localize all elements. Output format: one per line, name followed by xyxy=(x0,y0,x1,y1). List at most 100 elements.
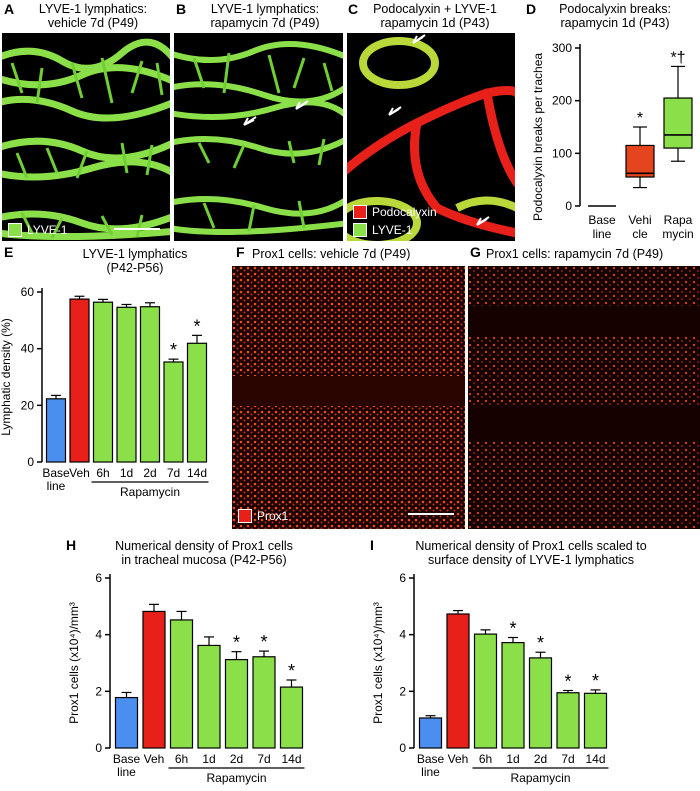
title-line: surface density of LYVE-1 lymphatics xyxy=(427,553,635,567)
x-tick-label: line xyxy=(47,479,66,493)
bar xyxy=(92,301,114,463)
x-tick-label: 7d xyxy=(167,466,180,480)
panel-title: Numerical density of Prox1 cells in trac… xyxy=(84,539,324,567)
y-tick-label: 4 xyxy=(399,628,406,642)
micrograph-lyve1-rapamycin xyxy=(174,33,343,241)
lyve1-network-image xyxy=(2,38,170,241)
micrograph-prox1-rapamycin xyxy=(468,266,700,529)
legend-swatch xyxy=(238,509,252,523)
x-tick-label: Veh xyxy=(448,752,469,766)
title-line: vehicle 7d (P49) xyxy=(47,16,139,30)
y-axis-label: Prox1 cells (x10⁴)/mm³ xyxy=(371,602,385,724)
bar xyxy=(116,306,137,463)
panel-letter: F xyxy=(236,244,245,260)
bar xyxy=(114,696,139,749)
bar xyxy=(556,692,580,749)
title-line: LYVE-1 lymphatics: xyxy=(210,2,320,16)
x-tick-label: mycin xyxy=(662,227,693,241)
bar xyxy=(501,641,525,749)
bar xyxy=(169,619,194,749)
x-tick-label: 2d xyxy=(534,752,547,766)
panel-title: Numerical density of Prox1 cells scaled … xyxy=(386,539,676,567)
x-tick-label: 7d xyxy=(561,752,574,766)
x-tick-label: Base xyxy=(113,752,141,766)
panel-title: LYVE-1 lymphatics (P42-P56) xyxy=(50,247,220,275)
panel-title: Prox1 cells: vehicle 7d (P49) xyxy=(252,247,411,261)
x-tick-label: Vehi xyxy=(628,213,651,227)
legend-swatch xyxy=(8,223,22,237)
title-line: in tracheal mucosa (P42-P56) xyxy=(121,553,287,567)
y-tick-label: 100 xyxy=(552,146,572,160)
x-tick-label: 7d xyxy=(257,752,270,766)
scale-bar xyxy=(408,513,454,515)
y-tick-label: 60 xyxy=(21,285,35,299)
bar xyxy=(224,658,249,749)
legend-podocalyxin: Podocalyxin xyxy=(353,205,437,219)
legend-label: LYVE-1 xyxy=(372,223,413,237)
bar xyxy=(69,298,90,463)
x-tick-label: 2d xyxy=(143,466,156,480)
panel-letter: G xyxy=(470,244,481,260)
legend-label: Podocalyxin xyxy=(372,205,437,219)
significance-star: * xyxy=(170,340,177,360)
x-tick-label: Base xyxy=(588,213,616,227)
y-tick-label: 6 xyxy=(399,571,406,585)
bar xyxy=(473,633,498,749)
significance-star: * xyxy=(592,671,599,691)
prox1-cells-image xyxy=(232,266,465,529)
bar xyxy=(252,656,276,749)
x-tick-label: line xyxy=(593,227,612,241)
legend-label: LYVE-1 xyxy=(27,223,68,237)
significance-star: * xyxy=(233,633,240,653)
prox1-cells-image xyxy=(468,266,700,529)
significance-star: * xyxy=(260,632,267,652)
x-tick-label: 1d xyxy=(202,752,215,766)
box xyxy=(625,144,655,178)
x-tick-label: 1d xyxy=(120,466,133,480)
bar xyxy=(279,686,304,749)
group-label: Rapamycin xyxy=(206,771,266,785)
x-tick-label: cle xyxy=(632,227,648,241)
x-tick-label: line xyxy=(117,765,136,779)
y-tick-label: 300 xyxy=(552,41,572,55)
y-axis-label: Prox1 cells (x10⁴)/mm³ xyxy=(67,602,81,724)
micrograph-podocalyxin-lyve1: Podocalyxin LYVE-1 xyxy=(347,33,515,241)
group-label: Rapamycin xyxy=(120,485,180,499)
panel-title: Podocalyxin + LYVE-1 rapamycin 1d (P43) xyxy=(360,2,510,30)
y-axis-label: Lymphatic density (%) xyxy=(0,318,13,436)
y-tick-label: 0 xyxy=(399,741,406,755)
micrograph-prox1-vehicle: Prox1 xyxy=(232,266,465,529)
panel-letter: C xyxy=(348,1,359,17)
x-tick-label: Veh xyxy=(69,466,90,480)
legend-lyve1: LYVE-1 xyxy=(8,223,67,237)
title-line: LYVE-1 lymphatics xyxy=(82,247,188,261)
x-tick-label: Base xyxy=(417,752,445,766)
y-tick-label: 200 xyxy=(552,94,572,108)
scale-bar xyxy=(114,228,160,230)
bar xyxy=(163,361,184,463)
panel-letter: B xyxy=(176,1,187,17)
bar xyxy=(186,342,208,463)
box xyxy=(663,97,693,149)
bar xyxy=(45,398,67,463)
significance-star: * xyxy=(564,671,571,691)
significance-star: * xyxy=(193,316,200,336)
x-tick-label: 14d xyxy=(281,752,301,766)
title-line: Numerical density of Prox1 cells scaled … xyxy=(415,539,647,553)
title-line: Podocalyxin + LYVE-1 xyxy=(373,2,497,16)
x-tick-label: 1d xyxy=(506,752,519,766)
y-tick-label: 0 xyxy=(565,199,572,213)
y-tick-label: 0 xyxy=(95,741,102,755)
legend-swatch xyxy=(353,205,367,219)
y-tick-label: 40 xyxy=(21,342,35,356)
x-tick-label: 6h xyxy=(479,752,492,766)
x-tick-label: Base xyxy=(42,466,70,480)
bar xyxy=(528,657,553,749)
y-tick-label: 0 xyxy=(27,455,34,469)
panel-title: Prox1 cells: rapamycin 7d (P49) xyxy=(486,247,664,261)
panel-title: LYVE-1 lymphatics: vehicle 7d (P49) xyxy=(18,2,168,30)
chart-podocalyxin-breaks: 0 100 200 300 Podocalyxin breaks per trachea… xyxy=(531,41,694,241)
x-tick-label: 6h xyxy=(175,752,188,766)
panel-title: Podocalyxin breaks: rapamycin 1d (P43) xyxy=(540,2,690,30)
